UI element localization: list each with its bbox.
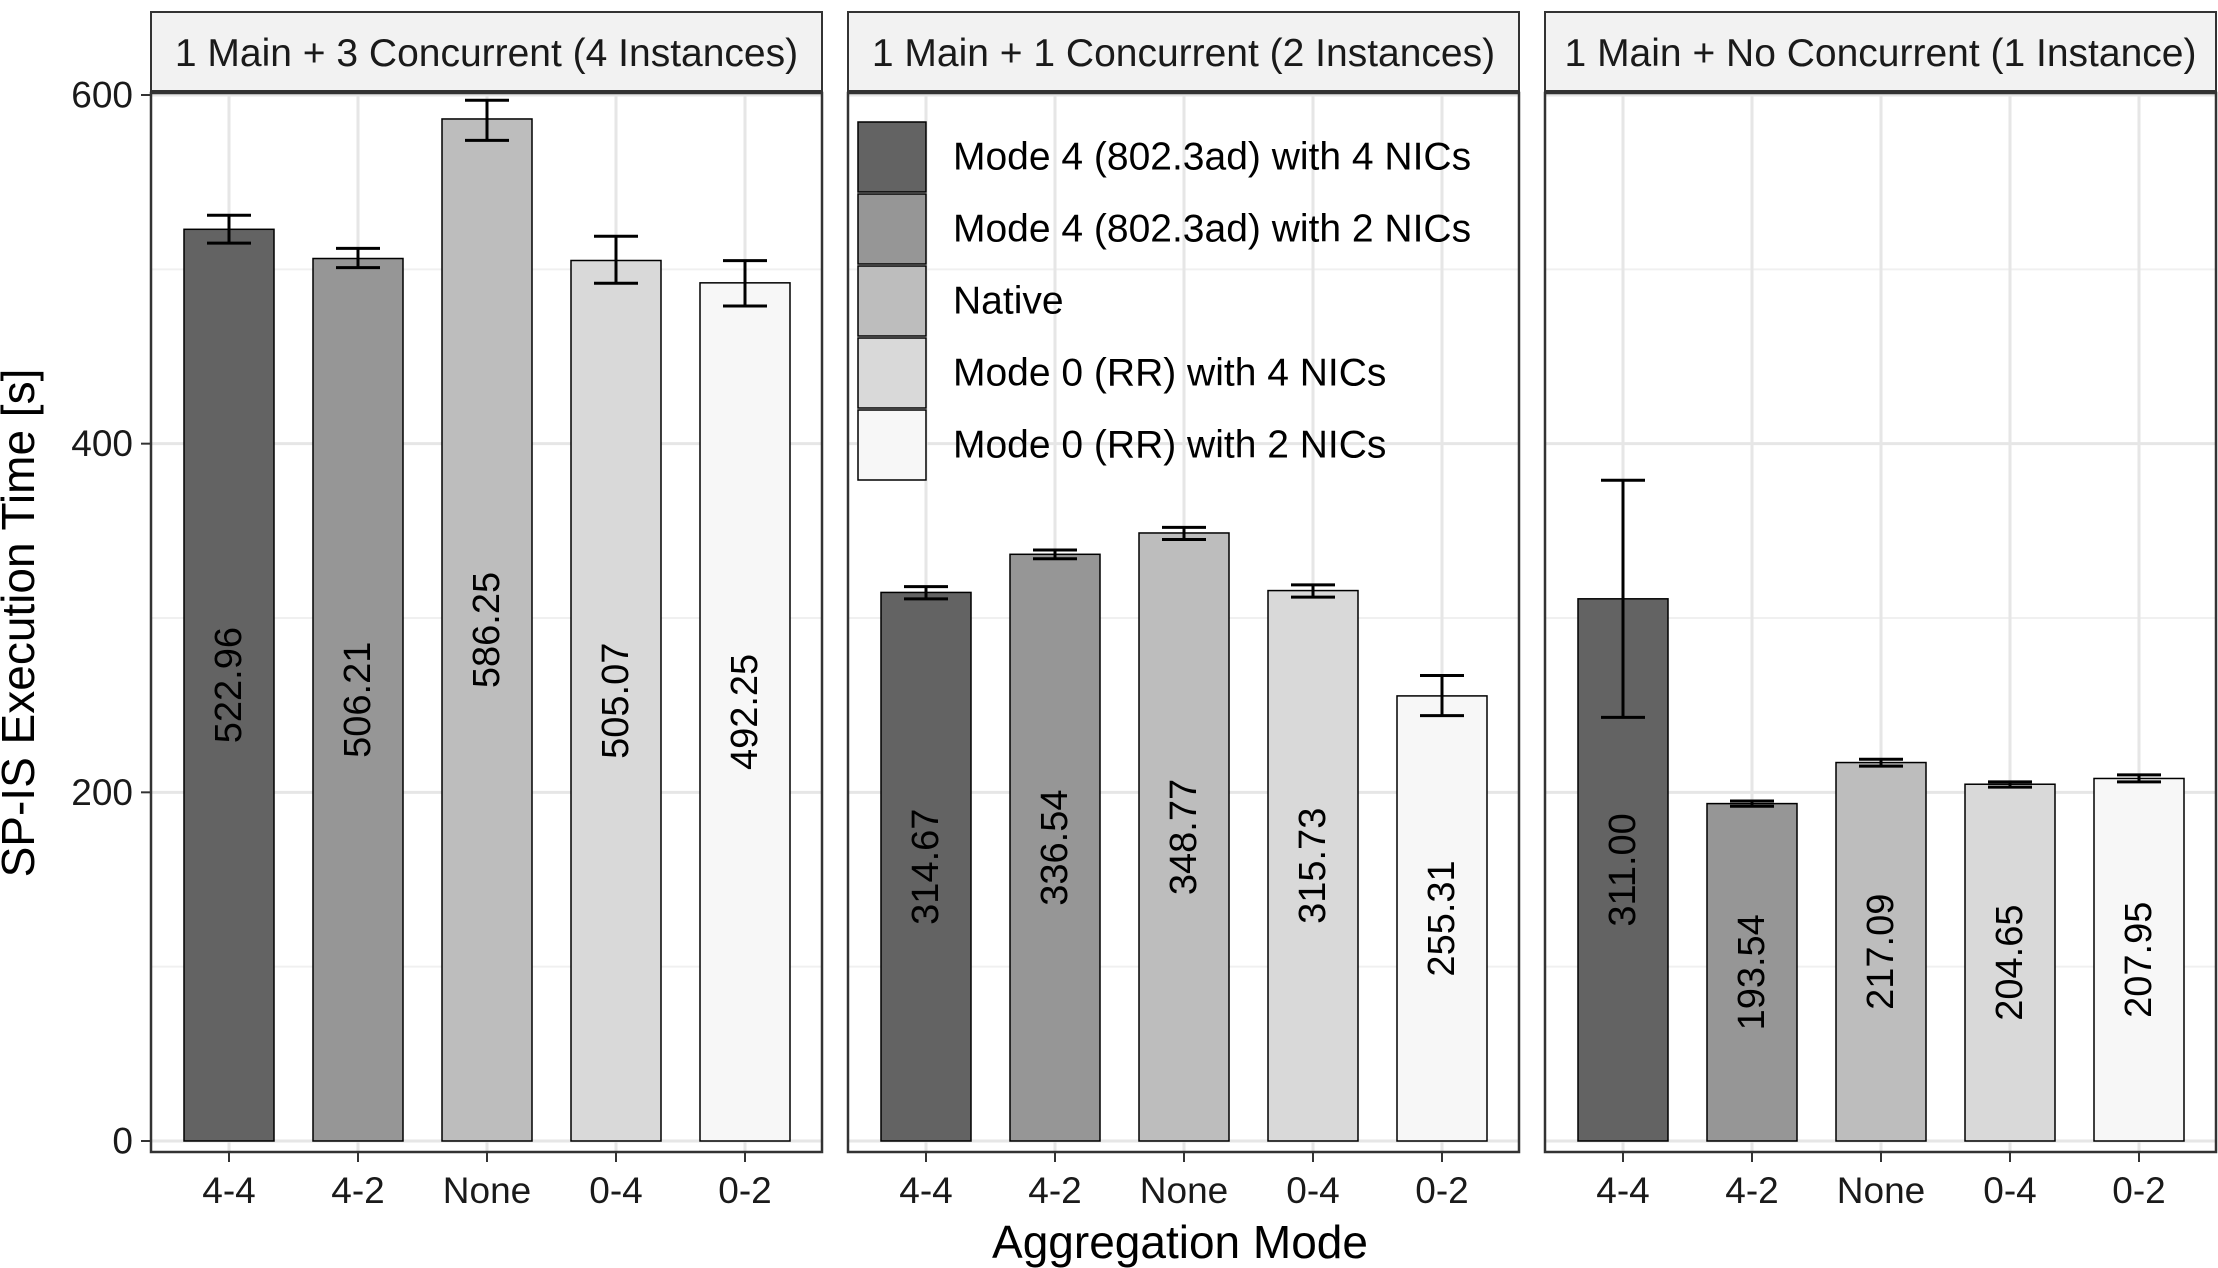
bar-value-label: 336.54 <box>1034 790 1076 906</box>
x-tick-label: 4-2 <box>1028 1170 1081 1211</box>
x-tick-label: 0-4 <box>1983 1170 2036 1211</box>
bar-value-label: 311.00 <box>1602 813 1644 926</box>
bar-value-label: 255.31 <box>1421 860 1463 976</box>
bar-value-label: 315.73 <box>1292 808 1334 924</box>
bar <box>1964 783 2056 1142</box>
x-tick-label: 4-4 <box>1596 1170 1649 1211</box>
x-tick-label: None <box>1837 1170 1925 1211</box>
x-tick-label: 4-2 <box>1725 1170 1778 1211</box>
error-bar <box>1730 799 1774 808</box>
error-bar <box>1601 478 1645 719</box>
error-bar <box>1859 757 1903 768</box>
x-tick-label: 0-2 <box>718 1170 771 1211</box>
panel-border <box>1543 91 2218 1154</box>
y-axis: 0 200 400 600 <box>71 75 151 1162</box>
x-axis-title: Aggregation Mode <box>992 1216 1368 1268</box>
bar-value-label: 217.09 <box>1860 894 1902 1010</box>
legend-swatch <box>857 193 927 265</box>
bar <box>2093 777 2185 1142</box>
panel-title: 1 Main + No Concurrent (1 Instance) <box>1565 32 2197 75</box>
bar <box>1706 802 1798 1142</box>
bar <box>570 259 662 1142</box>
bar-value-label: 348.77 <box>1163 779 1205 895</box>
bar-value-label: 522.96 <box>208 627 250 743</box>
bar <box>1009 553 1101 1142</box>
bar <box>312 257 404 1142</box>
bar <box>1267 589 1359 1142</box>
legend-item: Mode 4 (802.3ad) with 2 NICs <box>857 193 1471 265</box>
error-bar <box>465 98 509 142</box>
x-tick-label: 0-2 <box>2112 1170 2165 1211</box>
panel-border <box>846 91 1521 1154</box>
legend-swatch <box>857 337 927 409</box>
y-axis-title: SP-IS Execution Time [s] <box>0 369 44 878</box>
bar-value-label: 586.25 <box>466 572 508 688</box>
legend-label: Mode 0 (RR) with 4 NICs <box>953 352 1386 395</box>
error-bar <box>1291 583 1335 599</box>
x-tick-label: 4-4 <box>202 1170 255 1211</box>
error-bar <box>1033 548 1077 561</box>
x-tick-label: 0-4 <box>1286 1170 1339 1211</box>
bar-value-label: 505.07 <box>595 643 637 759</box>
legend-label: Mode 0 (RR) with 2 NICs <box>953 424 1386 467</box>
error-bar <box>1988 780 2032 789</box>
x-tick-label: 4-4 <box>899 1170 952 1211</box>
legend: Mode 4 (802.3ad) with 4 NICs Mode 4 (802.… <box>857 121 1471 481</box>
panels: 1 Main + 3 Concurrent (4 Instances) 522.9… <box>149 11 2218 1211</box>
error-bar <box>594 234 638 285</box>
bar <box>880 591 972 1142</box>
x-tick-label: 0-2 <box>1415 1170 1468 1211</box>
panel-2: 1 Main + 1 Concurrent (2 Instances) 314.6… <box>846 11 1521 1211</box>
error-bar <box>207 213 251 245</box>
legend-item: Mode 4 (802.3ad) with 4 NICs <box>857 121 1471 193</box>
panel-title: 1 Main + 3 Concurrent (4 Instances) <box>175 32 798 75</box>
error-bar <box>1162 525 1206 542</box>
bar-value-label: 204.65 <box>1989 904 2031 1020</box>
panel-1: 1 Main + 3 Concurrent (4 Instances) 522.9… <box>149 11 824 1211</box>
legend-label: Mode 4 (802.3ad) with 4 NICs <box>953 136 1471 179</box>
legend-item: Mode 0 (RR) with 2 NICs <box>857 409 1386 481</box>
y-tick-label: 0 <box>112 1121 133 1162</box>
bar <box>183 228 275 1142</box>
bar <box>699 282 791 1142</box>
error-bar <box>904 585 948 601</box>
y-tick-label: 200 <box>71 772 133 813</box>
bar-value-label: 207.95 <box>2118 902 2160 1018</box>
bar <box>1138 532 1230 1142</box>
bar-value-label: 314.67 <box>905 809 947 925</box>
panel-strip <box>847 11 1520 92</box>
y-tick-label: 600 <box>71 75 133 116</box>
panel-title: 1 Main + 1 Concurrent (2 Instances) <box>872 32 1495 75</box>
x-tick-label: None <box>443 1170 531 1211</box>
panel-border <box>149 91 824 1154</box>
bar <box>1396 695 1488 1142</box>
legend-item: Mode 0 (RR) with 4 NICs <box>857 337 1386 409</box>
panel-3: 1 Main + No Concurrent (1 Instance) 311.0… <box>1543 11 2218 1211</box>
error-bar <box>1420 674 1464 718</box>
bar <box>441 118 533 1142</box>
panel-strip <box>150 11 823 92</box>
bar <box>1835 761 1927 1142</box>
legend-swatch <box>857 265 927 337</box>
legend-label: Mode 4 (802.3ad) with 2 NICs <box>953 208 1471 251</box>
error-bar <box>723 259 767 308</box>
x-tick-label: 0-4 <box>589 1170 642 1211</box>
panel-strip <box>1544 11 2217 92</box>
x-tick-label: None <box>1140 1170 1228 1211</box>
bar-value-label: 492.25 <box>724 654 766 770</box>
error-bar <box>2117 773 2161 784</box>
x-tick-label: 4-2 <box>331 1170 384 1211</box>
y-tick-label: 400 <box>71 423 133 464</box>
error-bar <box>336 246 380 270</box>
bar-value-label: 193.54 <box>1731 914 1773 1030</box>
legend-item: Native <box>857 265 1064 337</box>
legend-label: Native <box>953 280 1064 323</box>
legend-swatch <box>857 409 927 481</box>
bar-value-label: 506.21 <box>337 642 379 758</box>
legend-swatch <box>857 121 927 193</box>
